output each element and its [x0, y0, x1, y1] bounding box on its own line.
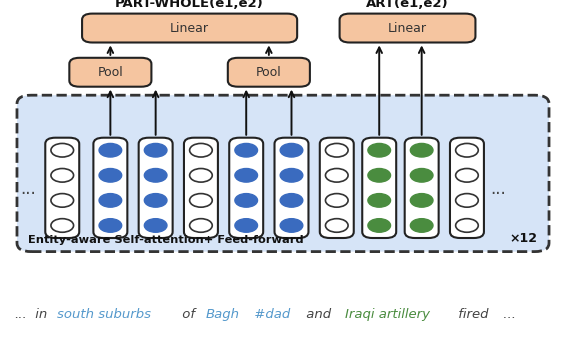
Circle shape	[51, 219, 74, 232]
FancyBboxPatch shape	[340, 14, 475, 42]
Circle shape	[280, 169, 303, 182]
Text: Bagh: Bagh	[206, 308, 240, 321]
FancyBboxPatch shape	[70, 58, 152, 87]
Circle shape	[410, 143, 433, 157]
FancyBboxPatch shape	[450, 138, 484, 238]
FancyBboxPatch shape	[17, 95, 549, 252]
FancyBboxPatch shape	[82, 14, 297, 42]
Circle shape	[280, 193, 303, 207]
Circle shape	[144, 193, 167, 207]
Circle shape	[325, 143, 348, 157]
Circle shape	[99, 169, 122, 182]
Circle shape	[235, 143, 258, 157]
Circle shape	[456, 143, 478, 157]
Circle shape	[368, 169, 391, 182]
Circle shape	[190, 219, 212, 232]
FancyBboxPatch shape	[228, 58, 310, 87]
Circle shape	[51, 169, 74, 182]
Circle shape	[325, 169, 348, 182]
FancyBboxPatch shape	[405, 138, 439, 238]
FancyBboxPatch shape	[229, 138, 263, 238]
Circle shape	[51, 193, 74, 207]
Text: ...: ...	[20, 180, 36, 198]
Text: ...: ...	[490, 180, 506, 198]
FancyBboxPatch shape	[320, 138, 354, 238]
Circle shape	[410, 169, 433, 182]
Text: #dad: #dad	[250, 308, 290, 321]
Text: Pool: Pool	[256, 66, 282, 79]
Circle shape	[456, 169, 478, 182]
FancyBboxPatch shape	[93, 138, 127, 238]
FancyBboxPatch shape	[362, 138, 396, 238]
Text: Pool: Pool	[97, 66, 123, 79]
Circle shape	[99, 219, 122, 232]
Circle shape	[190, 169, 212, 182]
Text: and: and	[302, 308, 335, 321]
Text: fired: fired	[454, 308, 489, 321]
Circle shape	[144, 169, 167, 182]
Circle shape	[325, 193, 348, 207]
FancyBboxPatch shape	[45, 138, 79, 238]
Circle shape	[368, 219, 391, 232]
Circle shape	[410, 193, 433, 207]
Circle shape	[99, 193, 122, 207]
Text: Linear: Linear	[388, 21, 427, 35]
Circle shape	[280, 219, 303, 232]
Circle shape	[456, 219, 478, 232]
Text: in: in	[31, 308, 51, 321]
Circle shape	[410, 219, 433, 232]
Circle shape	[190, 143, 212, 157]
FancyBboxPatch shape	[184, 138, 218, 238]
Text: Iraqi artillery: Iraqi artillery	[345, 308, 430, 321]
FancyBboxPatch shape	[139, 138, 173, 238]
Text: ×12: ×12	[510, 232, 538, 245]
Text: ...: ...	[14, 308, 27, 321]
Text: PART-WHOLE(e1,e2): PART-WHOLE(e1,e2)	[115, 0, 264, 10]
Text: Linear: Linear	[170, 21, 209, 35]
Circle shape	[368, 193, 391, 207]
Text: Entity-aware Self-attention+ Feed-forward: Entity-aware Self-attention+ Feed-forwar…	[28, 235, 304, 245]
Circle shape	[235, 169, 258, 182]
Text: of: of	[178, 308, 200, 321]
Circle shape	[99, 143, 122, 157]
Circle shape	[235, 193, 258, 207]
Circle shape	[280, 143, 303, 157]
Circle shape	[456, 193, 478, 207]
FancyBboxPatch shape	[275, 138, 308, 238]
Text: south suburbs: south suburbs	[57, 308, 151, 321]
Circle shape	[368, 143, 391, 157]
Circle shape	[144, 143, 167, 157]
Circle shape	[51, 143, 74, 157]
Text: ...: ...	[499, 308, 516, 321]
Circle shape	[235, 219, 258, 232]
Text: ART(e1,e2): ART(e1,e2)	[366, 0, 449, 10]
Circle shape	[144, 219, 167, 232]
Circle shape	[325, 219, 348, 232]
Circle shape	[190, 193, 212, 207]
